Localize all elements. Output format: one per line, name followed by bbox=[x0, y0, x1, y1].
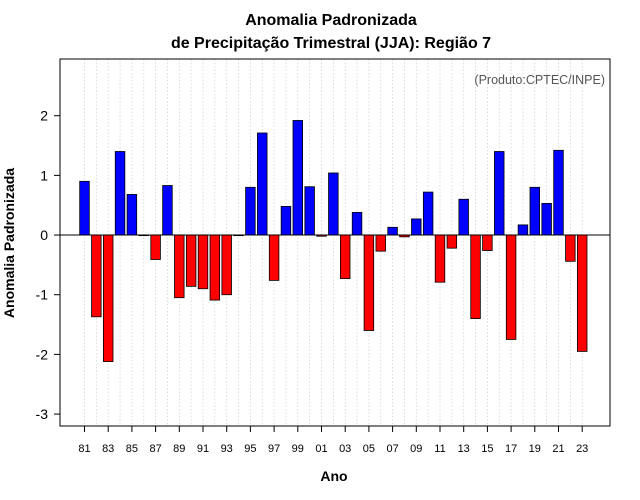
x-tick-label: 89 bbox=[173, 443, 185, 455]
bar-93 bbox=[221, 234, 232, 296]
bar-18 bbox=[517, 224, 529, 236]
x-tick-label: 13 bbox=[458, 443, 470, 455]
bar-09 bbox=[411, 218, 422, 236]
x-axis: 81 83 85 87 89 91 93 95 97 99 01 03 05 07 09 11 13 15 17 19… bbox=[78, 426, 588, 455]
bar-16 bbox=[494, 151, 505, 236]
bar-03 bbox=[339, 234, 351, 280]
x-tick-label: 81 bbox=[78, 443, 90, 455]
bar-05 bbox=[363, 234, 375, 331]
x-tick-label: 23 bbox=[576, 443, 588, 455]
x-tick-label: 07 bbox=[386, 443, 398, 455]
bar-98 bbox=[280, 205, 292, 236]
bar-96 bbox=[257, 132, 268, 236]
x-tick-label: 85 bbox=[126, 443, 138, 455]
x-tick-label: 11 bbox=[434, 443, 445, 455]
bar-20 bbox=[541, 203, 552, 236]
bar-87 bbox=[150, 234, 161, 260]
x-tick-label: 87 bbox=[149, 443, 161, 455]
bar-95 bbox=[245, 186, 256, 236]
x-tick-label: 97 bbox=[268, 443, 280, 455]
bar-92 bbox=[209, 234, 221, 301]
bar-00 bbox=[304, 186, 315, 236]
x-tick-label: 99 bbox=[292, 443, 304, 455]
x-tick-label: 15 bbox=[481, 443, 493, 455]
chart-title-line1: Anomalia Padronizada bbox=[245, 12, 417, 29]
bar-91 bbox=[197, 234, 209, 290]
y-tick-label: -3 bbox=[36, 406, 49, 422]
x-axis-label: Ano bbox=[320, 468, 347, 484]
bar-07 bbox=[387, 226, 398, 236]
x-tick-label: 95 bbox=[244, 443, 256, 455]
bar-85 bbox=[126, 194, 138, 236]
y-tick-label: 0 bbox=[40, 227, 48, 243]
bar-88 bbox=[162, 185, 173, 236]
chart-title-line2: de Precipitação Trimestral (JJA): Região… bbox=[171, 35, 491, 52]
bar-04 bbox=[351, 211, 363, 236]
x-tick-label: 91 bbox=[197, 443, 209, 455]
plot-frame bbox=[59, 58, 611, 427]
bar-14 bbox=[470, 234, 481, 319]
bar-99 bbox=[292, 120, 304, 236]
bar-19 bbox=[529, 186, 541, 236]
y-tick-label: 2 bbox=[40, 108, 48, 124]
bar-89 bbox=[174, 234, 185, 299]
bar-12 bbox=[446, 234, 458, 249]
bar-97 bbox=[268, 234, 280, 281]
x-tick-label: 21 bbox=[552, 443, 564, 455]
bar-10 bbox=[422, 191, 434, 236]
x-tick-label: 17 bbox=[505, 443, 517, 455]
bar-81 bbox=[79, 180, 90, 236]
y-tick-label: 1 bbox=[40, 167, 48, 183]
x-tick-label: 83 bbox=[102, 443, 114, 455]
x-tick-label: 93 bbox=[221, 443, 233, 455]
bar-84 bbox=[114, 151, 126, 236]
x-tick-label: 19 bbox=[529, 443, 541, 455]
bar-13 bbox=[458, 198, 469, 236]
bar-02 bbox=[328, 172, 339, 236]
y-tick-label: -2 bbox=[36, 346, 49, 362]
bars bbox=[79, 120, 588, 362]
x-tick-label: 05 bbox=[363, 443, 375, 455]
bar-83 bbox=[103, 234, 114, 362]
bar-21 bbox=[553, 149, 564, 236]
credit-text: (Produto:CPTEC/INPE) bbox=[474, 73, 605, 87]
bar-82 bbox=[91, 234, 102, 318]
y-axis: -3 -2 -1 0 1 2 bbox=[36, 108, 60, 422]
x-tick-label: 03 bbox=[339, 443, 351, 455]
bar-06 bbox=[375, 234, 386, 252]
bar-22 bbox=[565, 234, 576, 262]
x-tick-label: 09 bbox=[410, 443, 422, 455]
bar-17 bbox=[505, 234, 517, 340]
bar-90 bbox=[185, 234, 197, 287]
y-tick-label: -1 bbox=[36, 287, 49, 303]
x-tick-label: 01 bbox=[315, 443, 327, 455]
bar-23 bbox=[577, 234, 588, 352]
bar-15 bbox=[482, 234, 493, 251]
y-axis-label: Anomalia Padronizada bbox=[1, 168, 17, 318]
bar-11 bbox=[434, 234, 446, 283]
